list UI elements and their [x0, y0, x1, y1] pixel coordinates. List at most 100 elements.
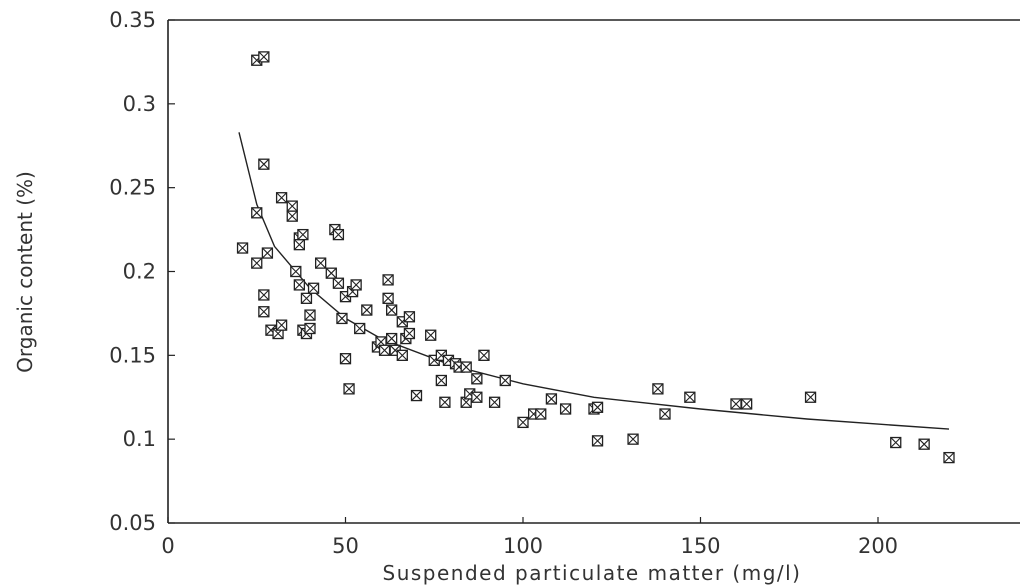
data-point-cross	[627, 433, 639, 445]
data-point-cross	[286, 210, 298, 222]
data-point	[410, 389, 423, 402]
data-point-cross	[325, 267, 337, 279]
data-point	[403, 311, 416, 323]
data-point-cross	[592, 435, 603, 447]
data-point	[545, 393, 558, 405]
data-point	[517, 416, 529, 429]
data-point-cross	[411, 390, 422, 401]
data-point	[471, 373, 483, 385]
data-point	[275, 192, 288, 204]
data-point	[918, 438, 930, 450]
data-point	[251, 257, 263, 269]
data-point	[314, 257, 327, 269]
x-axis-label: Suspended particulate matter (mg/l)	[383, 561, 802, 585]
data-point-cross	[386, 304, 398, 316]
data-point	[354, 322, 366, 335]
data-point-cross	[478, 349, 490, 361]
data-point-cross	[258, 51, 270, 63]
data-point	[488, 396, 501, 408]
data-point-cross	[293, 239, 305, 251]
x-tick-label: 200	[858, 534, 898, 558]
data-point	[684, 391, 696, 403]
y-tick-label: 0.35	[109, 8, 156, 32]
data-point-cross	[684, 391, 696, 403]
data-point	[804, 391, 817, 403]
x-tick-label: 0	[161, 534, 174, 558]
data-point	[336, 312, 348, 325]
data-point	[396, 349, 408, 361]
data-point	[350, 279, 362, 291]
data-point	[258, 289, 270, 301]
y-tick-label: 0.3	[123, 92, 156, 116]
data-point-cross	[471, 373, 483, 385]
data-point	[258, 306, 270, 318]
data-point-cross	[741, 398, 753, 410]
data-point	[251, 207, 263, 219]
data-point	[627, 433, 639, 445]
data-point-cross	[286, 200, 298, 212]
data-point	[307, 282, 320, 294]
data-point-cross	[439, 396, 451, 408]
data-point	[304, 309, 316, 321]
data-point	[559, 403, 572, 415]
data-point	[290, 265, 302, 278]
x-tick-label: 100	[503, 534, 543, 558]
data-point-cross	[517, 417, 529, 428]
data-point-cross	[652, 383, 664, 395]
data-point-cross	[308, 282, 319, 294]
data-point	[261, 247, 274, 259]
data-point-cross	[304, 309, 316, 321]
data-point	[385, 332, 398, 345]
data-point-cross	[251, 207, 263, 219]
data-point	[286, 200, 298, 212]
data-point	[385, 304, 398, 316]
data-points	[236, 51, 955, 464]
data-point-cross	[425, 329, 437, 341]
data-point-cross	[659, 408, 671, 420]
data-point	[478, 349, 490, 361]
data-point-cross	[258, 289, 270, 301]
y-axis-label: Organic content (%)	[13, 171, 37, 373]
data-point	[293, 239, 306, 251]
data-point-cross	[918, 438, 930, 450]
y-tick-label: 0.05	[109, 511, 156, 535]
data-point	[460, 361, 472, 373]
data-point	[236, 242, 249, 254]
data-point	[591, 435, 604, 447]
data-point	[258, 158, 270, 170]
data-point-cross	[293, 279, 305, 291]
data-point	[741, 398, 753, 410]
data-point	[286, 210, 298, 222]
data-point-cross	[404, 328, 415, 339]
data-point-cross	[276, 192, 287, 204]
data-point-cross	[333, 229, 344, 241]
data-point-cross	[350, 279, 362, 291]
data-point-cross	[396, 349, 408, 361]
data-point-cross	[336, 313, 348, 324]
data-point	[652, 383, 664, 395]
data-point-cross	[262, 247, 273, 259]
data-point-cross	[276, 319, 287, 331]
y-tick-label: 0.25	[109, 176, 156, 200]
data-point	[332, 277, 345, 289]
data-point-cross	[943, 452, 955, 463]
data-point	[535, 408, 547, 420]
data-point	[659, 408, 671, 420]
data-point	[297, 228, 309, 241]
x-tick-label: 150	[680, 534, 720, 558]
data-point	[382, 292, 394, 304]
data-point-cross	[560, 403, 571, 415]
data-point-cross	[382, 274, 394, 286]
data-point-cross	[340, 353, 351, 365]
data-point-cross	[805, 391, 816, 403]
data-point-cross	[535, 408, 547, 420]
data-point	[378, 344, 391, 356]
data-point	[403, 327, 416, 340]
data-point-cross	[730, 398, 742, 410]
data-point	[499, 374, 511, 387]
data-point	[439, 396, 451, 408]
data-point-cross	[333, 277, 344, 289]
data-point	[275, 319, 288, 331]
data-point-cross	[301, 292, 312, 304]
